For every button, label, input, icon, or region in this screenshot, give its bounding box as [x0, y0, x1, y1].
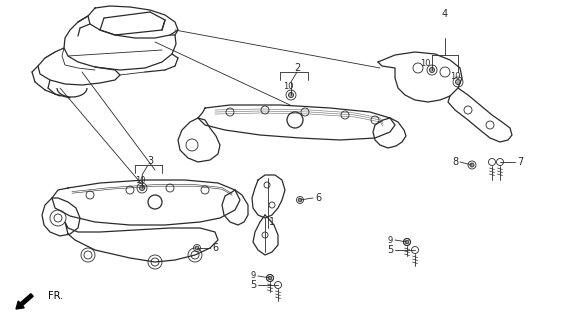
Text: 10: 10 — [420, 59, 430, 68]
Text: 1: 1 — [269, 217, 275, 227]
Text: 5: 5 — [387, 245, 393, 255]
Text: 8: 8 — [452, 157, 458, 167]
Text: 10: 10 — [283, 82, 293, 91]
Text: 2: 2 — [294, 63, 300, 73]
Text: 10: 10 — [135, 175, 145, 185]
Circle shape — [298, 198, 302, 202]
Circle shape — [268, 276, 272, 280]
Text: FR.: FR. — [48, 291, 63, 301]
Text: 9: 9 — [251, 271, 256, 281]
Circle shape — [405, 240, 409, 244]
Text: 4: 4 — [442, 9, 448, 19]
Circle shape — [140, 186, 145, 190]
Text: 9: 9 — [387, 236, 392, 244]
Circle shape — [455, 79, 460, 84]
Circle shape — [195, 246, 199, 250]
Text: 3: 3 — [147, 156, 153, 166]
Text: 6: 6 — [212, 243, 218, 253]
Circle shape — [470, 163, 474, 167]
Text: 10: 10 — [450, 71, 460, 81]
Circle shape — [430, 68, 435, 73]
Text: 5: 5 — [250, 280, 256, 290]
Text: 7: 7 — [517, 157, 523, 167]
Text: 6: 6 — [315, 193, 321, 203]
Circle shape — [288, 92, 293, 98]
FancyArrow shape — [16, 294, 33, 309]
